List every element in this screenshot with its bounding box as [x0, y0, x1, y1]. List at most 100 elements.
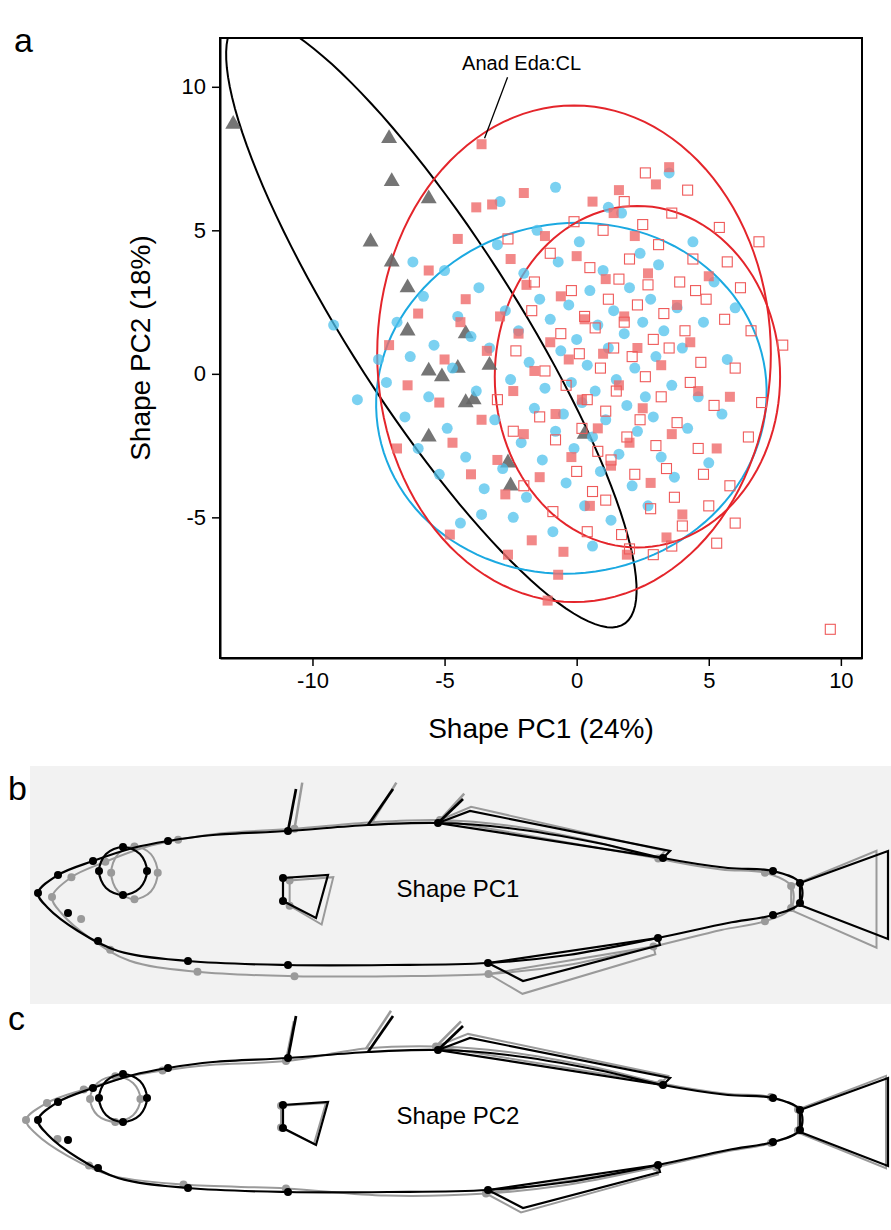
data-point	[683, 185, 693, 195]
data-point	[384, 172, 400, 186]
data-point	[487, 199, 497, 209]
x-tick-mark	[312, 658, 314, 666]
data-point	[730, 363, 740, 373]
data-point	[614, 274, 624, 284]
landmark	[279, 874, 287, 882]
data-point	[701, 294, 711, 304]
data-point	[519, 481, 529, 491]
landmark	[284, 827, 292, 835]
data-point	[551, 409, 561, 419]
landmark	[279, 1101, 287, 1109]
data-point	[505, 374, 516, 385]
data-point	[423, 391, 434, 402]
data-point	[629, 363, 640, 374]
data-point	[606, 515, 617, 526]
data-point	[685, 337, 695, 347]
data-point	[540, 366, 550, 376]
plot-area	[225, 38, 835, 634]
data-point	[672, 300, 682, 310]
data-point	[534, 294, 545, 305]
data-point	[527, 535, 537, 545]
data-point	[680, 326, 690, 336]
data-point	[564, 354, 574, 364]
data-point	[654, 240, 664, 250]
data-point	[598, 225, 608, 235]
landmark	[43, 1099, 51, 1107]
data-point	[609, 208, 619, 218]
landmark	[119, 843, 127, 851]
shape-grey	[22, 1011, 886, 1213]
data-point	[601, 274, 611, 284]
data-point	[506, 254, 516, 264]
data-point	[625, 254, 635, 264]
landmark	[654, 1161, 662, 1169]
landmark	[184, 1184, 192, 1192]
landmark	[787, 882, 795, 890]
data-point	[434, 398, 444, 408]
data-point	[743, 432, 753, 442]
data-point	[453, 234, 463, 244]
data-point	[556, 291, 566, 301]
series-points	[328, 167, 741, 551]
data-point	[704, 271, 714, 281]
data-point	[577, 423, 587, 433]
data-point	[601, 406, 611, 416]
data-point	[492, 395, 502, 405]
data-point	[489, 414, 500, 425]
data-point	[424, 266, 434, 276]
y-tick-mark	[212, 230, 220, 232]
data-point	[651, 441, 661, 451]
data-point	[529, 366, 539, 376]
data-point	[418, 291, 429, 302]
landmark	[64, 909, 72, 917]
landmark	[184, 957, 192, 965]
data-point	[482, 356, 498, 370]
fin-outline	[283, 1102, 328, 1145]
data-point	[588, 487, 598, 497]
landmark	[284, 1054, 292, 1062]
shape-panel: Shape PC1	[34, 783, 888, 994]
data-point	[585, 501, 595, 511]
data-point	[582, 527, 592, 537]
data-point	[698, 469, 708, 479]
landmark	[434, 819, 442, 827]
data-point	[720, 314, 730, 324]
landmark	[54, 871, 62, 879]
landmark	[119, 891, 127, 899]
data-point	[637, 317, 648, 328]
fin-outline	[488, 938, 660, 981]
data-point	[477, 139, 487, 149]
data-point	[521, 280, 531, 290]
data-point	[482, 346, 492, 356]
data-point	[691, 286, 701, 296]
data-point	[688, 254, 698, 264]
data-point	[551, 435, 561, 445]
data-point	[503, 550, 513, 560]
landmark	[769, 1094, 777, 1102]
landmark	[94, 1164, 102, 1172]
y-tick-label: -5	[186, 505, 206, 530]
y-tick-label: 0	[194, 361, 206, 386]
landmark	[107, 869, 115, 877]
data-point	[508, 426, 518, 436]
data-point	[608, 305, 619, 316]
data-point	[392, 443, 402, 453]
data-point	[611, 386, 621, 396]
data-point	[609, 343, 619, 353]
y-tick: 5	[194, 218, 220, 243]
landmark	[119, 1118, 127, 1126]
landmark	[284, 1188, 292, 1196]
data-point	[672, 418, 682, 428]
data-point	[725, 392, 735, 402]
data-point	[687, 236, 698, 247]
data-point	[635, 248, 646, 259]
shape-label: Shape PC2	[397, 1102, 520, 1129]
data-point	[434, 469, 445, 480]
data-point	[569, 217, 579, 227]
data-point	[640, 391, 651, 402]
panel-letter: c	[8, 999, 25, 1037]
data-point	[656, 392, 666, 402]
data-point	[619, 317, 629, 327]
data-point	[407, 256, 418, 267]
dorsal-spine	[288, 1016, 296, 1058]
